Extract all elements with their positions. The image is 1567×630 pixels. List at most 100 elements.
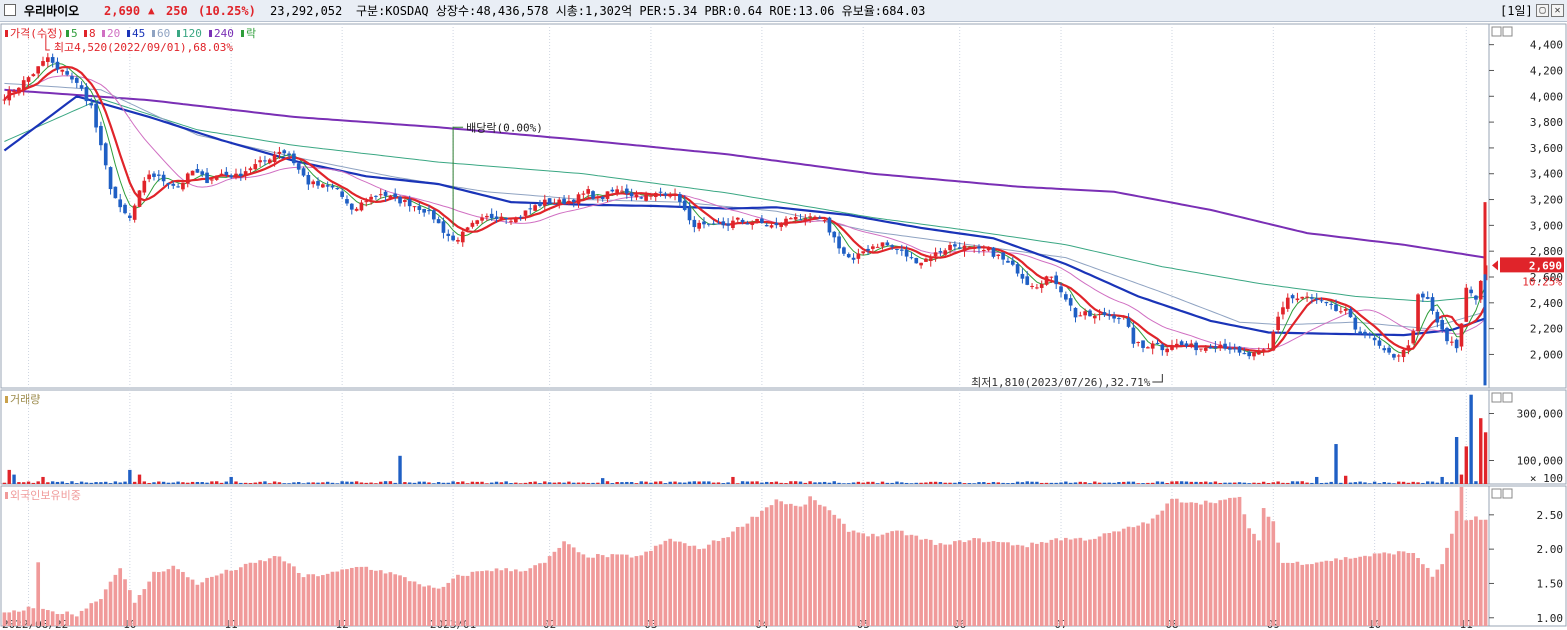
volume-bar: [499, 482, 504, 484]
foreign-bar: [267, 558, 272, 626]
candle-body: [1411, 331, 1416, 344]
foreign-bar: [518, 571, 523, 626]
candle-body: [388, 195, 393, 199]
y-tick-label: 3,600: [1530, 142, 1563, 155]
candle-body: [784, 218, 788, 226]
volume-bar: [1088, 483, 1092, 484]
panel-close-button[interactable]: [1502, 392, 1513, 403]
foreign-bar: [234, 570, 238, 626]
candle-body: [282, 150, 287, 154]
candle-body: [760, 218, 764, 224]
foreign-bar: [1228, 497, 1232, 626]
volume-bar: [1131, 481, 1136, 484]
foreign-bar: [94, 601, 98, 626]
candle-body: [596, 196, 600, 198]
candle-body: [924, 258, 928, 262]
candle-body: [1252, 352, 1256, 357]
candle-body: [600, 196, 605, 199]
candle-body: [50, 57, 55, 63]
volume-bar: [195, 481, 200, 484]
volume-bars: [2, 394, 1488, 484]
ma120-line: [4, 98, 1486, 303]
foreign-bar: [977, 538, 981, 626]
candle-body: [460, 231, 465, 243]
panel-close-button[interactable]: [1502, 488, 1513, 499]
candle-body: [513, 218, 518, 223]
panel-2: 거래량: [0, 389, 1567, 485]
foreign-bar: [509, 571, 513, 626]
volume-bar: [1348, 482, 1353, 484]
candle-body: [166, 182, 171, 185]
candle-body: [494, 216, 499, 220]
foreign-bar: [808, 496, 812, 626]
close-button[interactable]: ✕: [1551, 4, 1564, 17]
candle-body: [1213, 346, 1218, 348]
candle-body: [871, 246, 875, 249]
foreign-bar: [205, 577, 209, 626]
volume-bar: [306, 482, 311, 484]
volume-bar: [1329, 481, 1333, 484]
volume-bar: [581, 482, 586, 484]
volume-bar: [152, 482, 156, 484]
volume-bar: [1040, 482, 1044, 484]
foreign-bar: [1015, 544, 1020, 626]
volume-bar: [523, 482, 528, 484]
volume-bar: [1377, 483, 1382, 484]
foreign-bar: [55, 614, 60, 626]
candle-body: [26, 77, 31, 82]
candle-body: [1218, 344, 1223, 348]
volume-bar: [1213, 481, 1218, 484]
candle-body: [465, 227, 470, 230]
volume-bar: [919, 482, 923, 484]
foreign-bar: [1372, 553, 1377, 626]
foreign-bar: [181, 571, 185, 626]
volume-bar: [731, 476, 735, 484]
candle-body: [1141, 340, 1145, 348]
foreign-bar: [629, 557, 634, 626]
foreign-bar: [36, 562, 41, 626]
candle-body: [412, 206, 417, 208]
foreign-bar: [26, 606, 31, 626]
candle-body: [1150, 343, 1155, 349]
panel-restore-button[interactable]: [1491, 392, 1502, 403]
volume-bar: [683, 482, 687, 484]
panel-restore-button[interactable]: [1491, 488, 1502, 499]
candle-body: [1367, 334, 1372, 336]
restore-button[interactable]: ▢: [1536, 4, 1549, 17]
select-checkbox[interactable]: [4, 4, 16, 16]
trade-volume: 23,292,052: [270, 4, 343, 18]
candle-body: [2, 99, 7, 101]
candle-body: [750, 222, 755, 226]
candle-body: [967, 246, 972, 248]
volume-bar: [1150, 482, 1155, 484]
y-tick-label: 3,800: [1530, 116, 1563, 129]
foreign-bar: [817, 504, 822, 626]
panel-close-button[interactable]: [1502, 26, 1513, 37]
panel-title: 가격(수정): [10, 27, 64, 40]
foreign-bar: [866, 536, 870, 626]
volume-bar: [1049, 482, 1054, 484]
volume-bar: [572, 482, 576, 484]
volume-unit-label: × 100: [1530, 472, 1563, 485]
volume-bar: [866, 481, 870, 484]
volume-bar: [885, 482, 890, 484]
foreign-bar: [779, 501, 784, 626]
candle-body: [779, 224, 784, 227]
candle-body: [123, 204, 127, 214]
foreign-bar: [263, 561, 267, 626]
candle-body: [296, 163, 301, 170]
legend-swatch: [209, 30, 212, 37]
foreign-bar: [475, 571, 480, 626]
candle-body: [509, 220, 513, 222]
foreign-bar: [1083, 540, 1087, 626]
panel-restore-button[interactable]: [1491, 26, 1502, 37]
volume-bar: [745, 481, 750, 484]
candle-body: [1454, 339, 1459, 349]
candle-body: [345, 199, 349, 204]
candle-body: [128, 215, 132, 218]
volume-bar: [518, 483, 523, 484]
ma240-line: [4, 88, 1486, 259]
period-selector[interactable]: [1일]: [1500, 4, 1533, 18]
legend-swatch: [127, 30, 130, 37]
candle-body: [287, 153, 291, 155]
